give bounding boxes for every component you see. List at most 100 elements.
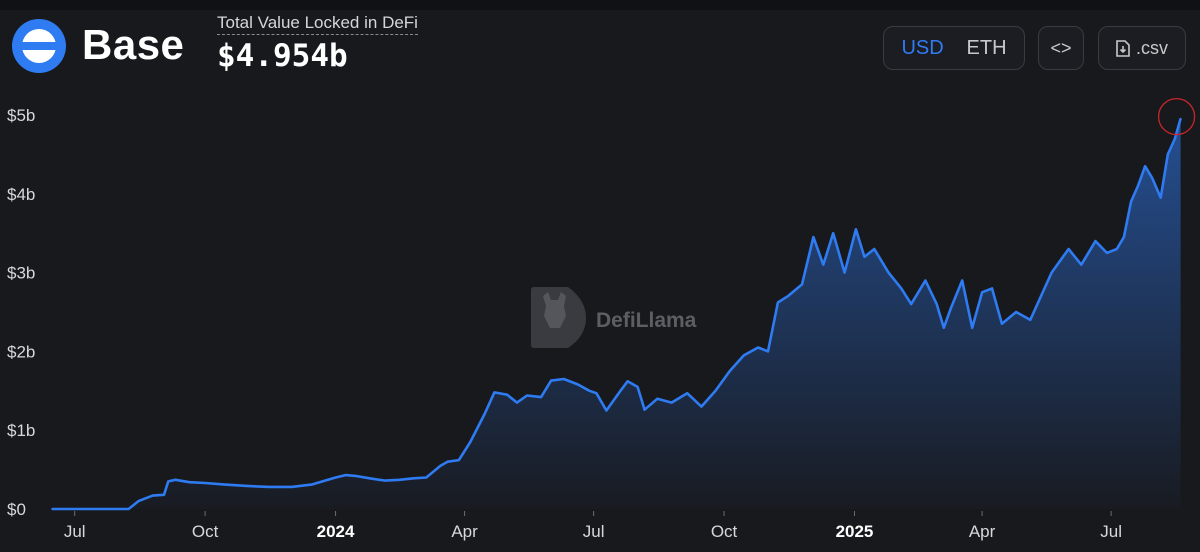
data-point <box>425 476 428 479</box>
download-file-icon <box>1116 39 1130 57</box>
y-tick-label: $2b <box>7 342 35 361</box>
data-point <box>767 350 769 353</box>
data-point <box>991 287 993 290</box>
base-logo-icon <box>12 19 66 73</box>
data-point <box>204 482 207 484</box>
watermark: DefiLlama <box>531 287 697 348</box>
y-tick-label: $4b <box>7 185 35 204</box>
latest-value-highlight <box>1157 97 1196 136</box>
data-point <box>801 283 803 286</box>
data-point <box>1115 248 1118 250</box>
data-point <box>1130 200 1132 203</box>
data-point <box>900 287 903 290</box>
data-point <box>910 303 913 305</box>
data-point <box>354 475 357 477</box>
top-band <box>0 0 1200 10</box>
data-point <box>93 508 96 510</box>
tvl-line <box>52 118 1182 511</box>
tvl-value: $4.954b <box>217 38 348 74</box>
x-tick-label: Jul <box>64 522 86 541</box>
data-point <box>526 394 528 397</box>
data-point <box>310 483 313 486</box>
csv-label: .csv <box>1135 37 1168 58</box>
data-point <box>619 389 622 392</box>
data-point <box>1094 240 1097 243</box>
data-point <box>1036 303 1039 305</box>
data-point <box>686 392 689 395</box>
data-point <box>670 401 673 404</box>
data-point <box>1067 248 1070 250</box>
data-point <box>832 232 835 235</box>
data-point <box>248 485 251 487</box>
y-tick-label: $1b <box>7 421 35 440</box>
data-point <box>439 464 442 467</box>
data-point <box>786 295 789 298</box>
x-tick-label: Jul <box>1100 522 1122 541</box>
data-point <box>127 508 130 510</box>
data-point <box>924 279 927 282</box>
code-icon: <> <box>1050 37 1072 58</box>
data-point <box>822 263 825 266</box>
data-point <box>344 474 347 476</box>
currency-usd-button[interactable]: USD <box>901 36 944 59</box>
data-point <box>163 493 165 496</box>
data-point <box>873 248 876 250</box>
tvl-area <box>52 118 1181 509</box>
data-point <box>935 303 938 305</box>
data-point <box>812 236 815 239</box>
data-point <box>1151 177 1154 179</box>
data-point <box>626 380 629 383</box>
data-point <box>188 481 191 484</box>
data-point <box>757 346 759 349</box>
data-point <box>412 477 415 480</box>
data-point <box>268 486 270 488</box>
data-point <box>656 397 659 400</box>
csv-download-button[interactable]: .csv <box>1098 26 1186 70</box>
data-point <box>887 271 890 274</box>
data-point <box>398 478 401 481</box>
data-point <box>550 379 552 382</box>
data-points <box>51 117 1182 510</box>
x-axis: Jul Oct 2024 Apr Jul Oct 2025 Apr Jul <box>64 511 1122 541</box>
y-tick-label: $3b <box>7 264 35 283</box>
data-point <box>595 392 598 395</box>
data-point <box>483 413 486 416</box>
data-point <box>1174 137 1176 140</box>
x-tick-label: Oct <box>711 522 738 541</box>
data-point <box>700 405 703 408</box>
data-point <box>961 279 964 282</box>
embed-button[interactable]: <> <box>1038 26 1084 70</box>
x-tick-label: Oct <box>192 522 219 541</box>
currency-eth-button[interactable]: ETH <box>966 36 1007 59</box>
data-point <box>1015 311 1017 313</box>
data-point <box>446 460 449 463</box>
data-point <box>777 301 779 304</box>
data-point <box>643 408 646 411</box>
data-point <box>506 393 508 396</box>
data-point <box>605 409 608 412</box>
data-point <box>743 354 745 357</box>
llama-icon <box>531 287 586 348</box>
x-tick-label: Apr <box>969 522 996 541</box>
data-point <box>1144 165 1146 168</box>
data-point <box>1137 185 1139 187</box>
data-point <box>137 500 140 502</box>
currency-toggle: USD ETH <box>883 26 1025 70</box>
data-point <box>1001 322 1003 325</box>
data-point <box>950 307 952 309</box>
tvl-label[interactable]: Total Value Locked in DeFi <box>217 12 418 35</box>
data-point <box>562 378 565 380</box>
data-point <box>368 477 371 480</box>
x-tick-label: Apr <box>451 522 478 541</box>
data-point <box>636 386 639 388</box>
chain-name: Base <box>82 21 185 68</box>
data-point <box>51 508 53 510</box>
y-tick-label: $5b <box>7 106 35 125</box>
data-point <box>151 494 154 497</box>
data-point <box>588 389 591 392</box>
y-axis: $0 $1b $2b $3b $4b $5b <box>7 106 35 519</box>
data-point <box>1106 252 1108 254</box>
y-tick-label: $0 <box>7 500 26 519</box>
data-point <box>855 228 857 231</box>
